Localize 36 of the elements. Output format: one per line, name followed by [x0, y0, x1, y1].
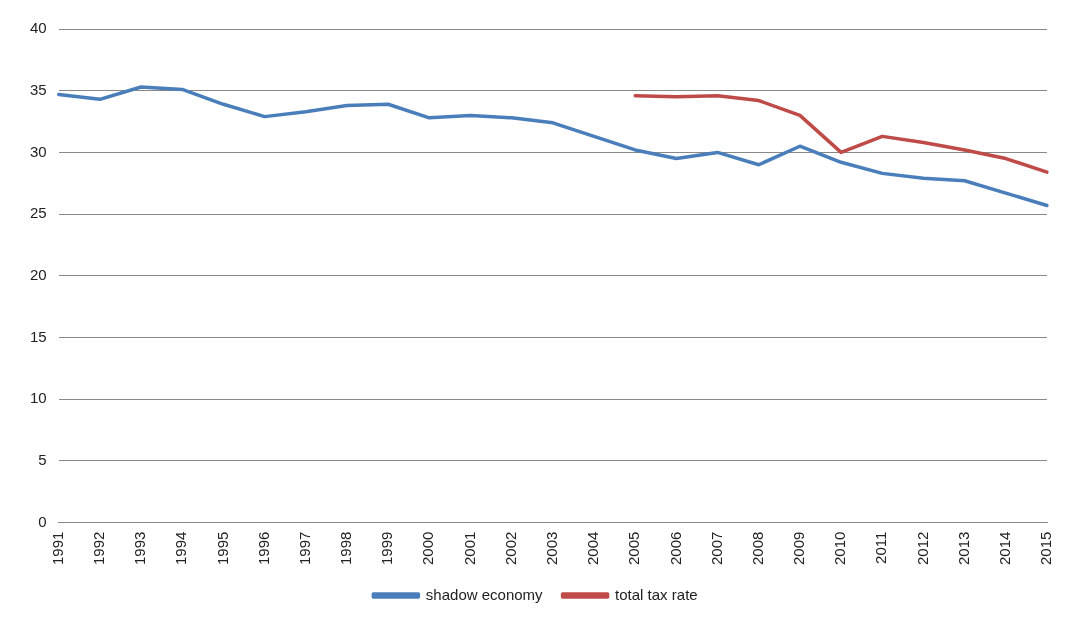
- x-tick-label: 1995: [213, 531, 231, 566]
- y-tick-label: 30: [30, 142, 47, 160]
- y-tick-label: 25: [30, 204, 47, 222]
- x-tick-label: 2001: [460, 531, 478, 566]
- x-tick-label: 2005: [625, 531, 643, 566]
- x-tick-label: 1999: [378, 531, 396, 566]
- x-tick-label: 1992: [90, 531, 108, 566]
- x-tick-label: 2015: [1037, 531, 1055, 566]
- legend-label: total tax rate: [615, 585, 698, 603]
- x-tick-label: 1993: [131, 531, 149, 566]
- x-tick-label: 2008: [748, 531, 766, 566]
- x-tick-label: 2014: [995, 531, 1013, 566]
- y-tick-label: 15: [30, 327, 47, 345]
- x-tick-label: 2013: [954, 531, 972, 566]
- x-tick-label: 1996: [254, 531, 272, 566]
- x-tick-label: 1997: [295, 531, 313, 566]
- x-tick-label: 2011: [872, 531, 890, 564]
- x-tick-label: 1998: [337, 531, 355, 566]
- y-tick-label: 5: [38, 451, 47, 469]
- x-tick-label: 2012: [913, 531, 931, 566]
- x-tick-label: 2007: [707, 531, 725, 566]
- y-tick-label: 10: [30, 389, 47, 407]
- x-tick-label: 2004: [584, 531, 602, 566]
- y-tick-label: 40: [30, 19, 47, 37]
- legend-label: shadow economy: [425, 585, 544, 603]
- x-tick-label: 2006: [666, 531, 684, 566]
- y-tick-label: 0: [38, 512, 47, 530]
- y-tick-label: 35: [30, 80, 47, 98]
- x-tick-label: 1994: [172, 531, 190, 566]
- x-tick-label: 2000: [419, 531, 437, 566]
- x-tick-label: 2010: [831, 531, 849, 566]
- x-tick-label: 1991: [48, 531, 66, 566]
- x-tick-label: 2002: [501, 531, 519, 566]
- x-tick-label: 2003: [542, 531, 560, 566]
- y-tick-label: 20: [30, 265, 47, 283]
- x-tick-label: 2009: [790, 531, 808, 566]
